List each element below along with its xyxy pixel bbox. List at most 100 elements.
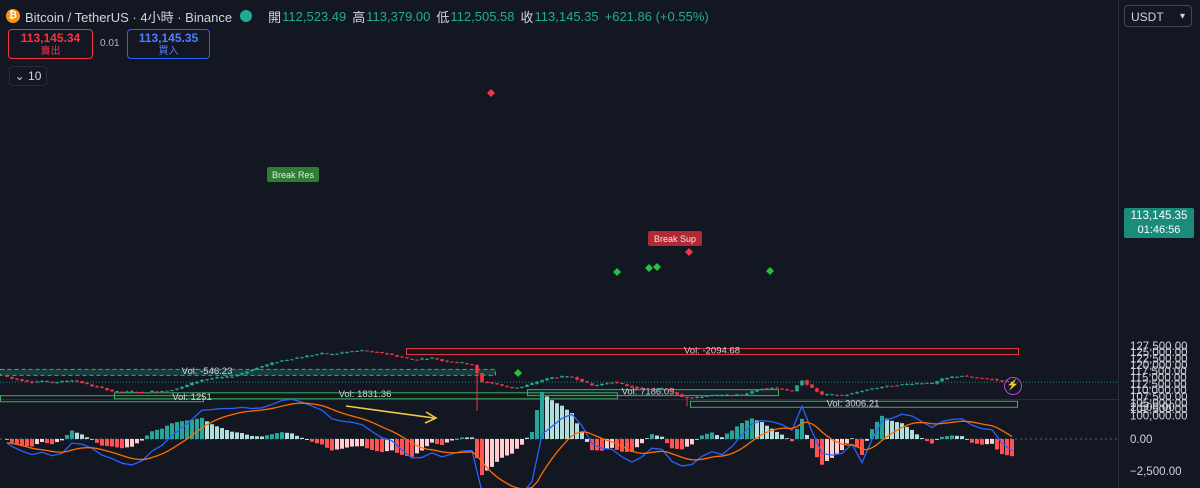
macd-histogram-bar <box>595 439 599 451</box>
buy-button[interactable]: 113,145.35 買入 <box>127 29 210 59</box>
currency-select[interactable]: USDT ▾ <box>1124 5 1192 27</box>
sell-signal-marker[interactable] <box>487 89 495 97</box>
candle-body <box>50 381 54 383</box>
buy-signal-marker[interactable] <box>645 264 653 272</box>
macd-histogram-bar <box>40 439 44 443</box>
macd-histogram-bar <box>225 430 229 439</box>
sell-button[interactable]: 113,145.34 賣出 <box>8 29 93 59</box>
macd-histogram-bar <box>670 439 674 449</box>
macd-histogram-bar <box>975 439 979 444</box>
macd-histogram-bar <box>205 421 209 439</box>
macd-histogram-bar <box>480 439 484 476</box>
candle-body <box>655 388 659 390</box>
macd-tick-label: 2,500.00 <box>1130 402 1175 414</box>
macd-histogram-bar <box>290 433 294 439</box>
candle-body <box>335 353 339 355</box>
market-status-icon[interactable] <box>240 10 253 22</box>
buy-signal-marker[interactable] <box>766 267 774 275</box>
macd-histogram-bar <box>370 439 374 451</box>
macd-histogram-bar <box>755 420 759 439</box>
close-value: 113,145.35 <box>534 8 599 24</box>
macd-histogram-bar <box>215 426 219 439</box>
trend-arrow-line[interactable] <box>345 405 435 419</box>
macd-histogram-bar <box>150 431 154 439</box>
candle-body <box>890 385 894 387</box>
macd-histogram-bar <box>345 439 349 448</box>
indicator-collapse-button[interactable]: ⌄ 10 <box>9 66 47 86</box>
macd-histogram-bar <box>230 431 234 439</box>
candle-body <box>450 361 454 363</box>
macd-histogram-bar <box>390 439 394 451</box>
macd-histogram-bar <box>455 438 459 440</box>
candle-body <box>580 378 584 382</box>
volume-zone-box[interactable] <box>406 348 1019 356</box>
candle-body <box>530 383 534 385</box>
macd-histogram-bar <box>375 439 379 452</box>
candle-body <box>35 381 39 383</box>
macd-histogram-bar <box>910 429 914 439</box>
macd-histogram-bar <box>435 439 439 444</box>
candle-body <box>195 381 199 384</box>
candle-body <box>390 353 394 355</box>
y-tick-label: 120,000.00 <box>1130 360 1188 372</box>
macd-histogram-bar <box>890 420 894 439</box>
candle-body <box>750 391 754 394</box>
candle-body <box>295 357 299 359</box>
candle-body <box>495 383 499 385</box>
candle-body <box>445 360 449 362</box>
macd-histogram-bar <box>385 439 389 452</box>
volume-zone-box[interactable] <box>690 400 1018 408</box>
candle-body <box>910 384 914 386</box>
macd-histogram-bar <box>460 437 464 439</box>
buy-signal-marker[interactable] <box>514 369 522 377</box>
annotation-label: Break Sup <box>654 234 696 244</box>
candle-body <box>490 382 494 384</box>
candle-body <box>135 392 139 394</box>
volume-zone-box[interactable] <box>0 395 204 403</box>
macd-line <box>6 398 1013 488</box>
candle-body <box>765 388 769 390</box>
candle-body <box>895 385 899 387</box>
macd-histogram-bar <box>430 439 434 443</box>
macd-histogram-bar <box>470 437 474 439</box>
buy-label: 買入 <box>158 46 179 57</box>
candle-body <box>350 351 354 353</box>
candle-body <box>695 396 699 398</box>
candle-body <box>175 388 179 390</box>
candle-body <box>155 391 159 393</box>
macd-histogram-bar <box>505 439 509 456</box>
candle-body <box>715 394 719 396</box>
candle-body <box>375 351 379 353</box>
macd-histogram-bar <box>610 439 614 448</box>
candle-body <box>770 387 774 389</box>
macd-histogram-bar <box>310 439 314 442</box>
macd-histogram-bar <box>545 396 549 439</box>
macd-histogram-bar <box>125 439 129 448</box>
candle-body <box>545 378 549 381</box>
candle-body <box>90 384 94 387</box>
candle-body <box>10 376 14 379</box>
lightning-icon[interactable]: ⚡ <box>1004 377 1022 395</box>
macd-histogram-bar <box>830 439 834 458</box>
macd-histogram-bar <box>635 439 639 448</box>
sell-signal-marker[interactable] <box>685 248 693 256</box>
macd-histogram-bar <box>160 428 164 439</box>
candle-body <box>370 351 374 353</box>
buy-signal-marker[interactable] <box>613 268 621 276</box>
macd-histogram-bar <box>65 435 69 439</box>
buy-signal-marker[interactable] <box>653 263 661 271</box>
symbol-title[interactable]: Bitcoin / TetherUS · 4小時 · Binance <box>25 9 233 25</box>
macd-histogram-bar <box>295 435 299 439</box>
macd-histogram-bar <box>465 437 469 439</box>
candle-body <box>275 362 279 364</box>
candle-body <box>940 378 944 382</box>
candle-body <box>970 376 974 378</box>
macd-histogram-bar <box>420 439 424 451</box>
y-tick-label: 115,000.00 <box>1130 372 1187 384</box>
candle-body <box>355 350 359 352</box>
candle-body <box>640 387 644 389</box>
macd-histogram-bar <box>760 422 764 439</box>
candle-body <box>420 358 424 360</box>
candle-body <box>615 382 619 384</box>
